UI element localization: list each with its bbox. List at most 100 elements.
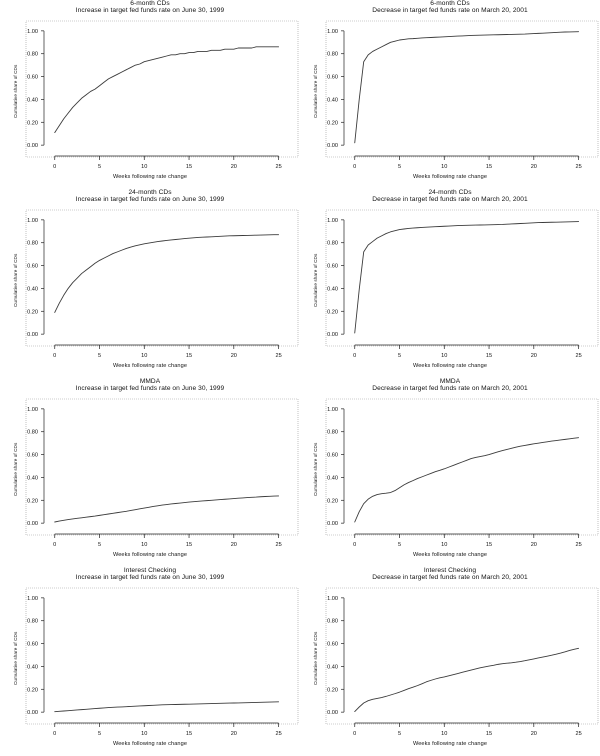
x-tick-label: 15 — [486, 542, 492, 548]
y-tick-label: 0.40 — [327, 286, 338, 292]
plot-frame — [25, 587, 299, 725]
x-tick-label: 5 — [398, 353, 401, 359]
x-tick-label: 20 — [231, 353, 237, 359]
x-tick-label: 25 — [575, 542, 581, 548]
y-tick-label: 1.00 — [327, 218, 338, 224]
y-tick-label: 0.20 — [27, 687, 38, 693]
y-tick-label: 0.60 — [27, 75, 38, 81]
x-tick-label: 10 — [441, 164, 447, 170]
panel-subtitle: Decrease in target fed funds rate on Mar… — [372, 574, 528, 582]
panel-title: Interest Checking — [123, 567, 177, 574]
plot-area: 0.00 0.20 0.40 0.60 0.80 1.00 0 5 10 15 20 25 — [25, 587, 299, 737]
chart-panel-5: MMDA Decrease in target fed funds rate on… — [300, 378, 600, 567]
chart-panel-7: Interest Checking Decrease in target fed … — [300, 567, 600, 756]
x-axis-title: Weeks following rate change — [412, 174, 488, 180]
data-series-line — [54, 495, 280, 523]
y-tick-label: 0.80 — [27, 52, 38, 58]
x-tick-label: 20 — [531, 353, 537, 359]
x-tick-label: 10 — [441, 731, 447, 737]
panel-title: MMDA — [139, 378, 161, 385]
x-axis-title: Weeks following rate change — [112, 741, 188, 747]
y-axis-title: Cumulative share of CDs — [313, 631, 318, 685]
x-tick-label: 15 — [186, 164, 192, 170]
y-tick-label: 0.00 — [27, 521, 38, 527]
x-tick-label: 20 — [231, 731, 237, 737]
x-tick-label: 10 — [141, 542, 147, 548]
plot-area: 0.00 0.20 0.40 0.60 0.80 1.00 0 5 10 15 20 25 — [325, 398, 599, 548]
panel-title-block: 24-month CDs Increase in target fed funds… — [0, 189, 300, 204]
y-tick-label: 0.00 — [327, 143, 338, 149]
x-tick-label: 10 — [141, 353, 147, 359]
y-tick-label: 0.60 — [27, 264, 38, 270]
y-tick-label: 1.00 — [27, 407, 38, 413]
plot-frame — [325, 209, 599, 347]
y-tick-label: 0.20 — [327, 498, 338, 504]
y-tick-label: 0.80 — [27, 241, 38, 247]
plot-frame — [25, 209, 299, 347]
x-tick-label: 25 — [575, 164, 581, 170]
plot-frame — [325, 398, 599, 536]
panel-title-block: Interest Checking Decrease in target fed … — [300, 567, 600, 582]
x-tick-label: 25 — [275, 731, 281, 737]
data-series-line — [54, 46, 280, 134]
panel-title-block: MMDA Decrease in target fed funds rate on… — [300, 378, 600, 393]
panel-subtitle: Decrease in target fed funds rate on Mar… — [372, 7, 528, 15]
x-tick-label: 20 — [531, 731, 537, 737]
panel-title: MMDA — [439, 378, 461, 385]
plot-area: 0.00 0.20 0.40 0.60 0.80 1.00 0 5 10 15 20 25 — [325, 209, 599, 359]
x-tick-label: 20 — [531, 542, 537, 548]
x-tick-label: 5 — [98, 542, 101, 548]
y-tick-label: 0.20 — [27, 120, 38, 126]
data-series-line — [54, 234, 280, 313]
y-tick-label: 0.20 — [27, 309, 38, 315]
y-tick-label: 0.20 — [327, 120, 338, 126]
x-tick-label: 0 — [53, 353, 56, 359]
y-tick-label: 1.00 — [327, 29, 338, 35]
y-tick-label: 0.60 — [27, 453, 38, 459]
panel-subtitle: Increase in target fed funds rate on Jun… — [75, 7, 225, 15]
x-axis-title: Weeks following rate change — [112, 552, 188, 558]
y-axis-title: Cumulative share of CDs — [313, 253, 318, 307]
y-tick-label: 1.00 — [327, 407, 338, 413]
panel-title: Interest Checking — [423, 567, 477, 574]
plot-area: 0.00 0.20 0.40 0.60 0.80 1.00 0 5 10 15 20 25 — [325, 587, 599, 737]
plot-area: 0.00 0.20 0.40 0.60 0.80 1.00 0 5 10 15 20 25 — [25, 209, 299, 359]
panel-subtitle: Increase in target fed funds rate on Jun… — [75, 196, 225, 204]
plot-frame — [325, 20, 599, 158]
x-tick-label: 5 — [398, 164, 401, 170]
x-tick-label: 5 — [98, 731, 101, 737]
x-tick-label: 5 — [98, 164, 101, 170]
y-tick-label: 0.00 — [327, 332, 338, 338]
y-tick-label: 0.80 — [327, 241, 338, 247]
y-tick-label: 0.60 — [27, 642, 38, 648]
x-tick-label: 0 — [353, 353, 356, 359]
y-tick-label: 0.60 — [327, 453, 338, 459]
x-tick-label: 10 — [441, 542, 447, 548]
x-tick-label: 20 — [231, 542, 237, 548]
y-axis-title: Cumulative share of CDs — [13, 631, 18, 685]
y-tick-label: 0.00 — [27, 710, 38, 716]
panel-title-block: 6-month CDs Decrease in target fed funds … — [300, 0, 600, 15]
x-tick-label: 5 — [398, 542, 401, 548]
x-tick-label: 10 — [141, 731, 147, 737]
x-tick-label: 25 — [275, 164, 281, 170]
y-tick-label: 0.80 — [327, 52, 338, 58]
x-tick-label: 20 — [531, 164, 537, 170]
y-tick-label: 0.00 — [327, 710, 338, 716]
chart-panel-4: MMDA Increase in target fed funds rate on… — [0, 378, 300, 567]
y-tick-label: 0.60 — [327, 642, 338, 648]
plot-frame — [325, 587, 599, 725]
chart-panel-0: 6-month CDs Increase in target fed funds … — [0, 0, 300, 189]
panel-title: 24-month CDs — [128, 189, 172, 196]
panel-title-block: 24-month CDs Decrease in target fed funds… — [300, 189, 600, 204]
chart-panel-6: Interest Checking Increase in target fed … — [0, 567, 300, 756]
data-series-line — [354, 437, 580, 523]
panel-title: 6-month CDs — [130, 0, 170, 7]
y-tick-label: 0.80 — [327, 430, 338, 436]
x-axis-title: Weeks following rate change — [112, 363, 188, 369]
x-tick-label: 25 — [575, 731, 581, 737]
y-tick-label: 1.00 — [27, 29, 38, 35]
panel-subtitle: Decrease in target fed funds rate on Mar… — [372, 385, 528, 393]
x-tick-label: 10 — [141, 164, 147, 170]
